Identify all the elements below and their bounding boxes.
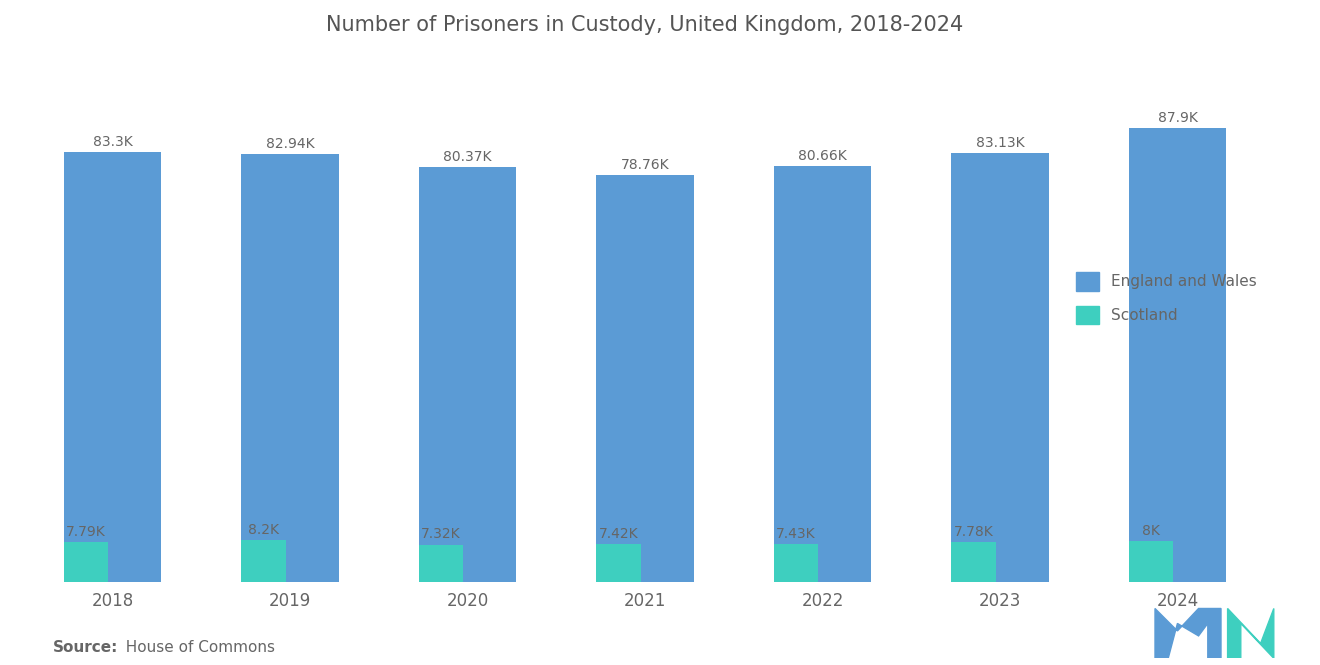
- Text: 8.2K: 8.2K: [248, 523, 279, 537]
- Bar: [242, 154, 339, 583]
- Bar: [1129, 541, 1173, 583]
- Bar: [952, 153, 1049, 583]
- Text: 87.9K: 87.9K: [1158, 111, 1197, 125]
- Text: 7.42K: 7.42K: [598, 527, 639, 541]
- Bar: [1129, 128, 1226, 583]
- Polygon shape: [1155, 608, 1221, 658]
- Text: 7.79K: 7.79K: [66, 525, 106, 539]
- Bar: [952, 542, 995, 583]
- Text: 78.76K: 78.76K: [620, 158, 669, 172]
- Text: 7.43K: 7.43K: [776, 527, 816, 541]
- Legend: England and Wales, Scotland: England and Wales, Scotland: [1068, 264, 1265, 332]
- Bar: [242, 540, 285, 583]
- Text: 8K: 8K: [1142, 524, 1160, 538]
- Text: 80.66K: 80.66K: [799, 148, 847, 162]
- Bar: [774, 166, 871, 583]
- Bar: [63, 542, 108, 583]
- Polygon shape: [1228, 608, 1274, 658]
- Bar: [597, 544, 640, 583]
- Bar: [418, 167, 516, 583]
- Title: Number of Prisoners in Custody, United Kingdom, 2018-2024: Number of Prisoners in Custody, United K…: [326, 15, 964, 35]
- Bar: [597, 176, 694, 583]
- Text: Source:: Source:: [53, 640, 119, 655]
- Text: 7.78K: 7.78K: [953, 525, 993, 539]
- Text: 82.94K: 82.94K: [265, 137, 314, 151]
- Text: 83.3K: 83.3K: [92, 135, 132, 149]
- Bar: [418, 545, 463, 583]
- Text: 80.37K: 80.37K: [444, 150, 492, 164]
- Bar: [63, 152, 161, 583]
- Text: 7.32K: 7.32K: [421, 527, 461, 541]
- Text: House of Commons: House of Commons: [116, 640, 275, 655]
- Bar: [774, 544, 818, 583]
- Text: 83.13K: 83.13K: [975, 136, 1024, 150]
